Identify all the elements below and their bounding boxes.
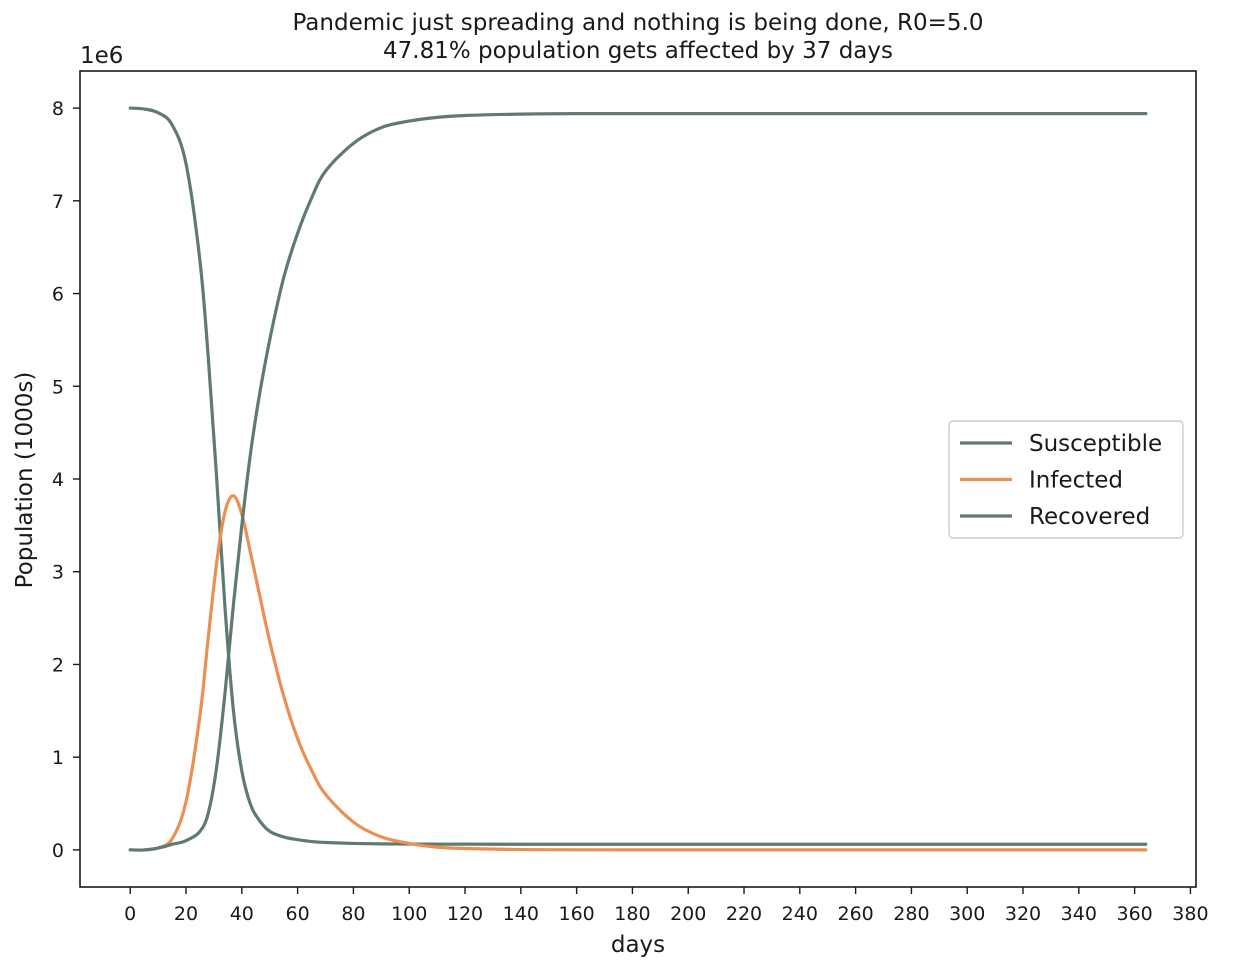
legend: Susceptible Infected Recovered: [948, 420, 1184, 539]
x-tick-label: 160: [558, 903, 594, 925]
y-tick-label: 4: [52, 469, 64, 491]
chart-title: Pandemic just spreading and nothing is b…: [292, 10, 983, 36]
legend-box: [948, 420, 1184, 539]
x-tick-label: 320: [1005, 903, 1041, 925]
y-tick-label: 3: [52, 562, 64, 584]
x-tick-label: 140: [503, 903, 539, 925]
x-tick-label: 40: [230, 903, 254, 925]
series-line-recovered: [128, 112, 1148, 852]
y-offset-label: 1e6: [80, 43, 123, 69]
legend-label-recovered: Recovered: [1029, 504, 1150, 530]
x-axis-title: days: [611, 932, 665, 958]
y-tick-label: 7: [52, 191, 64, 213]
y-tick-label: 6: [52, 284, 64, 306]
chart-subtitle: 47.81% population gets affected by 37 da…: [383, 38, 893, 64]
x-tick-label: 300: [949, 903, 985, 925]
y-tick-label: 5: [52, 376, 64, 398]
x-tick-label: 60: [286, 903, 310, 925]
x-tick-label: 380: [1172, 903, 1208, 925]
y-tick-label: 2: [52, 654, 64, 676]
y-tick-label: 8: [52, 98, 64, 120]
x-tick-label: 220: [726, 903, 762, 925]
x-tick-label: 80: [341, 903, 365, 925]
x-tick-label: 260: [837, 903, 873, 925]
x-tick-label: 340: [1061, 903, 1097, 925]
x-tick-label: 100: [391, 903, 427, 925]
y-tick-label: 0: [52, 840, 64, 862]
y-axis-title: Population (1000s): [12, 372, 38, 589]
x-tick-label: 0: [124, 903, 136, 925]
x-tick-label: 240: [782, 903, 818, 925]
series-line-infected: [128, 494, 1148, 852]
x-tick-label: 200: [670, 903, 706, 925]
x-tick-label: 360: [1116, 903, 1152, 925]
x-tick-label: 120: [447, 903, 483, 925]
x-tick-label: 280: [893, 903, 929, 925]
series-line-susceptible: [128, 106, 1148, 846]
x-tick-label: 20: [174, 903, 198, 925]
x-tick-label: 180: [614, 903, 650, 925]
y-tick-label: 1: [52, 747, 64, 769]
legend-label-infected: Infected: [1029, 468, 1123, 494]
legend-label-susceptible: Susceptible: [1029, 431, 1162, 457]
